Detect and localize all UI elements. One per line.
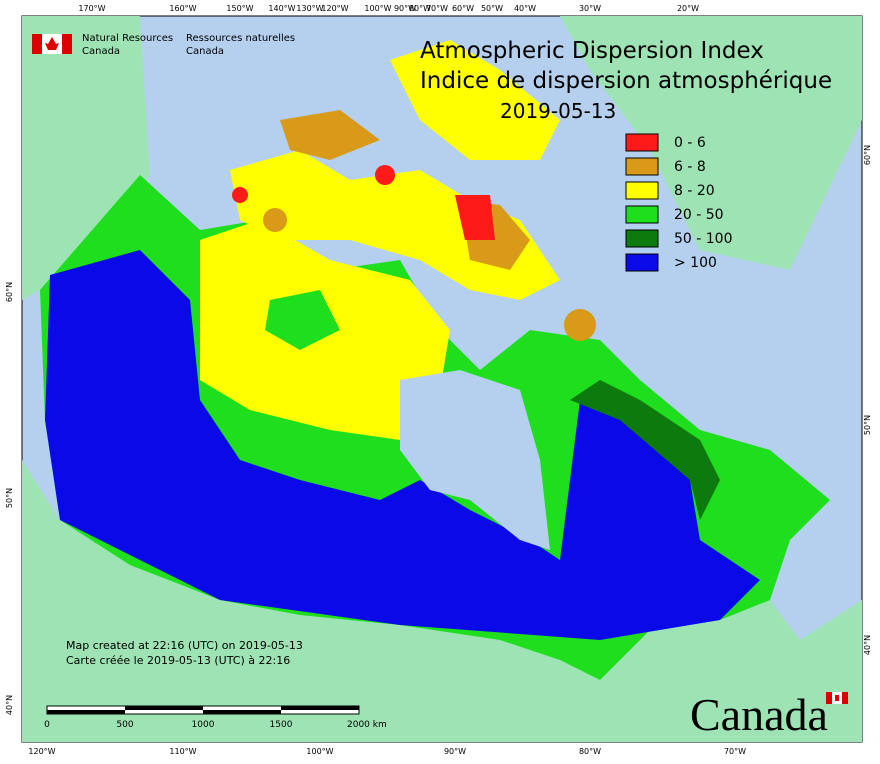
scale-seg bbox=[281, 706, 359, 710]
greenland bbox=[560, 16, 862, 270]
dark-green bbox=[570, 380, 720, 520]
date: 2019-05-13 bbox=[500, 99, 616, 123]
lon-label: 80°W bbox=[409, 4, 431, 13]
lon-label: 20°W bbox=[677, 4, 699, 13]
legend-label: 20 - 50 bbox=[674, 207, 724, 223]
scale-label: 2000 km bbox=[347, 720, 387, 730]
legend-swatch bbox=[625, 133, 659, 152]
yellow-north bbox=[390, 40, 560, 160]
scale-label: 0 bbox=[44, 720, 50, 730]
lon-label: 120°W bbox=[28, 747, 55, 756]
scale-seg bbox=[47, 710, 125, 714]
yellow-islands bbox=[230, 150, 560, 300]
red-spot bbox=[232, 187, 248, 203]
lon-label: 40°W bbox=[514, 4, 536, 13]
note: Carte créée le 2019-05-13 (UTC) à 22:16 bbox=[66, 654, 290, 667]
legend-swatch bbox=[625, 205, 659, 224]
land bbox=[22, 16, 862, 742]
legend-swatch bbox=[625, 181, 659, 200]
lon-label: 70°W bbox=[724, 747, 746, 756]
yellow-coast bbox=[380, 365, 400, 440]
legend-swatch bbox=[625, 157, 659, 176]
scale-seg bbox=[125, 706, 203, 710]
green-patch bbox=[265, 290, 340, 350]
scale-bar bbox=[46, 705, 360, 715]
scale-labels: 0 500 1000 1500 2000 km bbox=[44, 720, 387, 730]
maple-leaf bbox=[45, 37, 59, 50]
canada-blue bbox=[45, 250, 760, 640]
lat-label: 50°N bbox=[863, 415, 872, 435]
lon-label: 80°W bbox=[579, 747, 601, 756]
legend-label: 50 - 100 bbox=[674, 231, 733, 247]
lon-label: 30°W bbox=[579, 4, 601, 13]
orange-islands bbox=[280, 110, 380, 160]
legend-label: 0 - 6 bbox=[674, 135, 706, 151]
lon-label: 90°W bbox=[394, 4, 416, 13]
flag bbox=[32, 34, 72, 54]
alaska bbox=[22, 16, 150, 300]
lon-label: 70°W bbox=[426, 4, 448, 13]
lon-label: 90°W bbox=[444, 747, 466, 756]
title: Indice de dispersion atmosphérique bbox=[420, 68, 832, 94]
red-spot bbox=[375, 165, 395, 185]
orange-spot bbox=[263, 208, 287, 232]
orange-spot bbox=[564, 309, 596, 341]
lon-label: 110°W bbox=[169, 747, 196, 756]
org-text: Canada bbox=[82, 46, 120, 57]
legend-label: 8 - 20 bbox=[674, 183, 715, 199]
note: Map created at 22:16 (UTC) on 2019-05-13 bbox=[66, 639, 303, 652]
title: Atmospheric Dispersion Index bbox=[420, 38, 764, 64]
org-text: Ressources naturelles bbox=[186, 33, 295, 44]
hudson-bay bbox=[400, 370, 550, 550]
flag-leaf bbox=[835, 695, 839, 701]
lon-label: 120°W bbox=[321, 4, 348, 13]
lat-label: 60°N bbox=[863, 145, 872, 165]
legend: 0 - 6 6 - 8 8 - 20 20 - 50 50 - 100 > 100 bbox=[625, 133, 733, 272]
wordmark-flag bbox=[826, 692, 848, 704]
lon-label: 50°W bbox=[481, 4, 503, 13]
legend-label: > 100 bbox=[674, 255, 717, 271]
lat-label: 40°N bbox=[863, 635, 872, 655]
flag-bar bbox=[826, 692, 832, 704]
lon-label: 150°W bbox=[226, 4, 253, 13]
scale-seg bbox=[203, 710, 281, 714]
org-text: Natural Resources bbox=[82, 33, 173, 44]
scale-label: 1500 bbox=[270, 720, 293, 730]
flag-bar bbox=[32, 34, 42, 54]
legend-swatch bbox=[625, 253, 659, 272]
scale-label: 500 bbox=[116, 720, 133, 730]
flag-bar bbox=[842, 692, 848, 704]
lat-label: 50°N bbox=[5, 488, 14, 508]
scale-label: 1000 bbox=[192, 720, 215, 730]
lon-label: 60°W bbox=[452, 4, 474, 13]
lon-label: 130°W bbox=[296, 4, 323, 13]
lon-label: 170°W bbox=[78, 4, 105, 13]
legend-label: 6 - 8 bbox=[674, 159, 706, 175]
lon-label: 100°W bbox=[364, 4, 391, 13]
legend-swatch bbox=[625, 229, 659, 248]
org-text: Canada bbox=[186, 46, 224, 57]
lon-label: 160°W bbox=[169, 4, 196, 13]
lon-label: 140°W bbox=[268, 4, 295, 13]
lat-label: 60°N bbox=[5, 282, 14, 302]
red-baffin bbox=[455, 195, 495, 240]
lat-label: 40°N bbox=[5, 695, 14, 715]
lon-label: 100°W bbox=[306, 747, 333, 756]
usa bbox=[22, 460, 862, 742]
wordmark: Canada bbox=[690, 689, 828, 740]
flag-bar bbox=[62, 34, 72, 54]
